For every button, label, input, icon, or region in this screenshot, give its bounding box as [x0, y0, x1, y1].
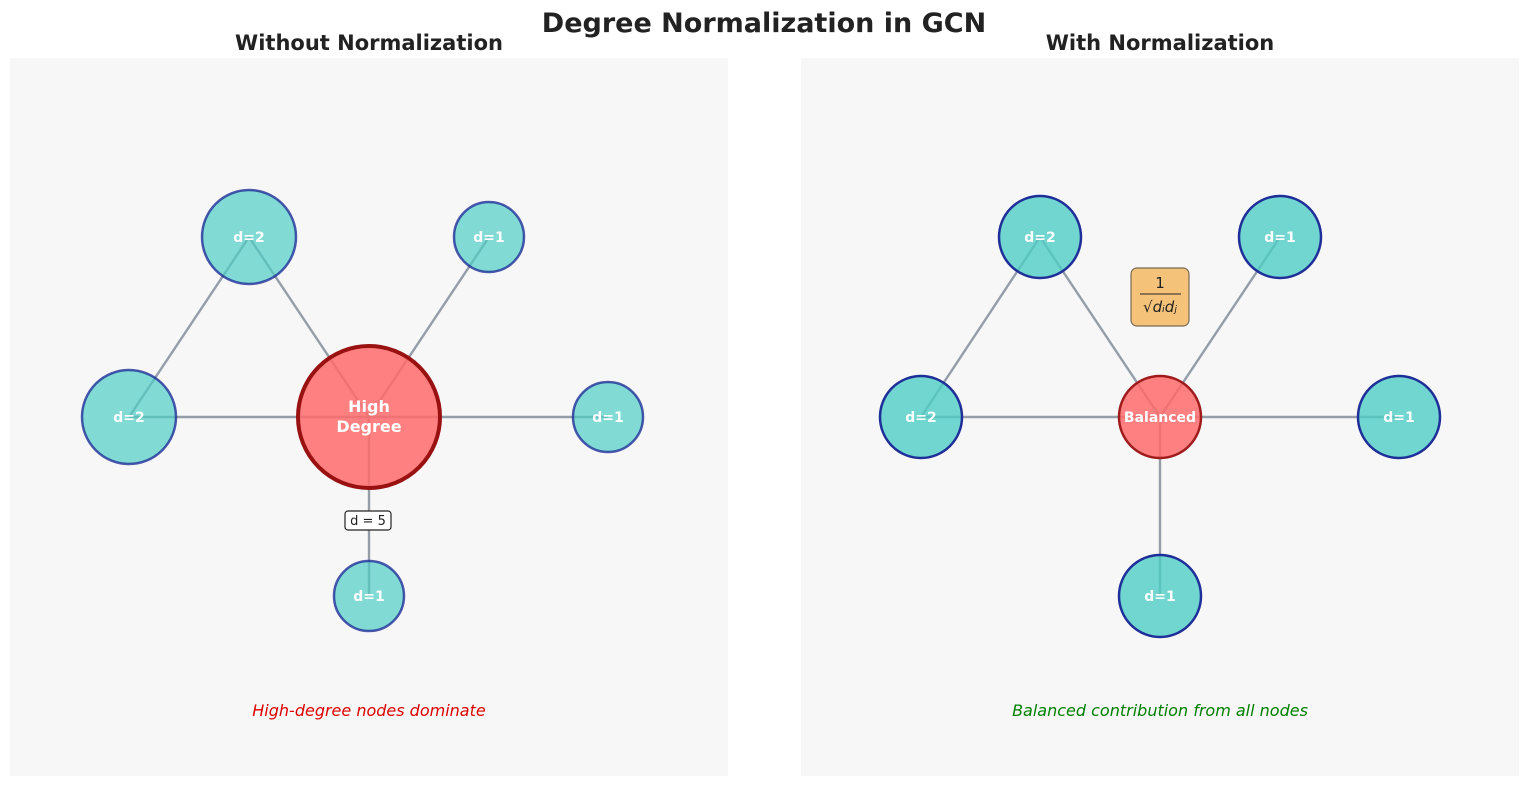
formula-numerator: 1 — [1155, 274, 1165, 292]
left-node-right-circle — [571, 380, 645, 454]
right-node-right-circle — [1356, 374, 1442, 460]
left-panel-title: Without Normalization — [235, 31, 503, 55]
left-node-left-label: d=2 — [113, 410, 145, 426]
right-node-left-circle — [878, 374, 964, 460]
right-panel-title: With Normalization — [1046, 31, 1274, 55]
formula-box — [1130, 267, 1190, 327]
left-node-right: d=1 — [571, 380, 645, 454]
left-node-top-right-circle — [452, 200, 526, 274]
right-hub-node: Balanced — [1117, 374, 1203, 460]
left-node-bottom-circle — [332, 559, 406, 633]
right-node-bottom-circle — [1117, 553, 1203, 639]
degree-label-text: d = 5 — [350, 514, 386, 529]
left-node-top-left-label: d=2 — [233, 230, 265, 246]
right-node-top-left-label: d=2 — [1024, 230, 1056, 246]
right-node-top-right-label: d=1 — [1264, 230, 1296, 246]
left-hub-label-line2: Degree — [336, 417, 401, 436]
degree-label: d = 5 — [344, 510, 392, 531]
left-node-top-right-label: d=1 — [473, 230, 505, 246]
left-node-top-right: d=1 — [452, 200, 526, 274]
left-node-left-circle — [80, 368, 178, 466]
left-panel: Without Normalization d=2 d=1 d=2 d=1 — [10, 31, 728, 776]
left-node-left: d=2 — [80, 368, 178, 466]
right-panel: With Normalization d=2 d=1 d=2 d=1 — [801, 31, 1519, 776]
figure-title: Degree Normalization in GCN — [542, 8, 986, 39]
right-node-top-left: d=2 — [997, 194, 1083, 280]
right-node-top-right: d=1 — [1237, 194, 1323, 280]
degree-label-box — [344, 510, 392, 531]
right-hub-circle — [1117, 374, 1203, 460]
right-node-right-label: d=1 — [1383, 410, 1415, 426]
right-node-left-label: d=2 — [905, 410, 937, 426]
normalization-formula: 1 √dᵢdⱼ — [1130, 267, 1190, 327]
formula-denominator: √dᵢdⱼ — [1143, 298, 1177, 316]
right-hub-label: Balanced — [1124, 410, 1196, 426]
left-node-bottom-label: d=1 — [353, 589, 385, 605]
right-node-left: d=2 — [878, 374, 964, 460]
right-node-top-left-circle — [997, 194, 1083, 280]
left-hub-node: High Degree — [296, 344, 442, 490]
right-node-top-right-circle — [1237, 194, 1323, 280]
left-caption: High-degree nodes dominate — [252, 701, 486, 720]
right-caption: Balanced contribution from all nodes — [1012, 701, 1308, 720]
right-node-bottom: d=1 — [1117, 553, 1203, 639]
left-hub-label-line1: High — [348, 397, 390, 416]
left-node-bottom: d=1 — [332, 559, 406, 633]
left-node-top-left-circle — [200, 188, 298, 286]
left-hub-circle — [296, 344, 442, 490]
right-node-bottom-label: d=1 — [1144, 589, 1176, 605]
left-node-right-label: d=1 — [592, 410, 624, 426]
right-node-right: d=1 — [1356, 374, 1442, 460]
left-node-top-left: d=2 — [200, 188, 298, 286]
